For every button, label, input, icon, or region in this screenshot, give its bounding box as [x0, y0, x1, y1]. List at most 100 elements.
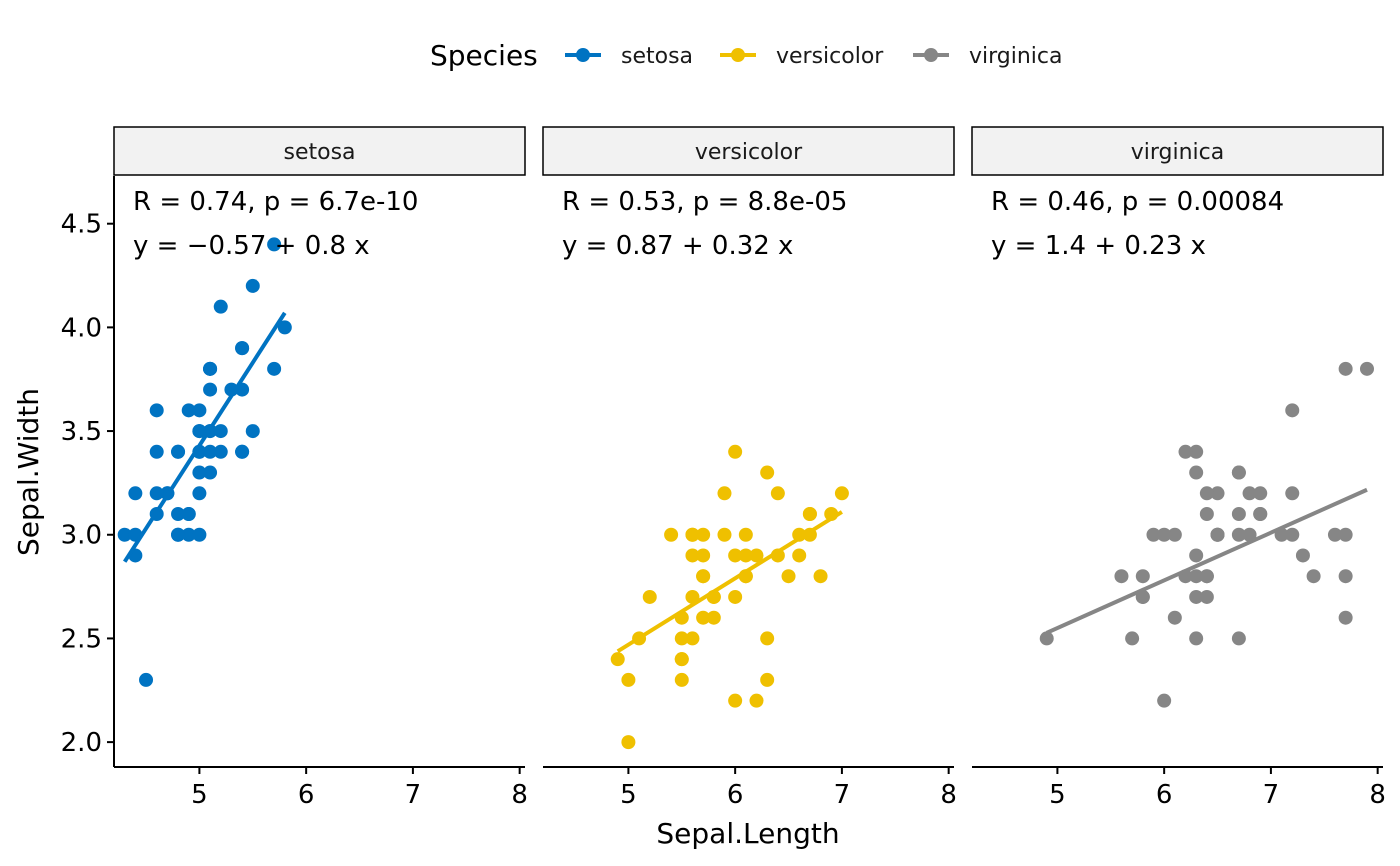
legend-entry-setosa: setosa [565, 44, 693, 69]
data-point-virginica [1359, 361, 1374, 376]
data-point-virginica [1231, 527, 1246, 542]
data-point-virginica [1338, 569, 1353, 584]
data-point-virginica [1178, 444, 1193, 459]
data-point-versicolor [621, 672, 636, 687]
data-point-virginica [1135, 569, 1150, 584]
data-point-versicolor [770, 486, 785, 501]
data-point-virginica [1253, 486, 1268, 501]
x-tick-label: 8 [511, 780, 528, 810]
data-point-setosa [192, 403, 207, 418]
legend-entry-versicolor: versicolor [720, 44, 884, 69]
data-point-setosa [203, 361, 218, 376]
x-tick-label: 7 [1263, 780, 1280, 810]
data-point-virginica [1327, 527, 1342, 542]
data-point-virginica [1167, 527, 1182, 542]
data-point-virginica [1199, 569, 1214, 584]
data-point-versicolor [728, 693, 743, 708]
data-point-versicolor [696, 527, 711, 542]
data-point-versicolor [738, 527, 753, 542]
legend-label-versicolor: versicolor [776, 44, 884, 69]
data-point-setosa [203, 465, 218, 480]
data-point-versicolor [738, 548, 753, 563]
correlation-annotation-virginica: R = 0.46, p = 0.00084 [991, 187, 1284, 217]
data-point-virginica [1338, 610, 1353, 625]
x-tick-label: 8 [1369, 780, 1386, 810]
data-point-setosa [192, 465, 207, 480]
panel-setosa: setosa 5 6 7 8 2.0 2.5 3.0 3.5 4.0 4.5 R = 0.74, p … [61, 126, 528, 810]
data-point-setosa [245, 424, 260, 439]
data-point-setosa [192, 486, 207, 501]
panel-virginica: virginica 5 6 7 8 R = 0.46, p = 0.00084 y = 1.… [971, 126, 1386, 810]
data-point-setosa [171, 444, 186, 459]
data-point-setosa [181, 403, 196, 418]
data-point-versicolor [792, 548, 807, 563]
data-point-versicolor [674, 631, 689, 646]
data-point-versicolor [696, 569, 711, 584]
data-point-setosa [203, 382, 218, 397]
data-point-virginica [1039, 631, 1054, 646]
data-point-virginica [1306, 569, 1321, 584]
legend-label-virginica: virginica [969, 44, 1063, 69]
data-point-versicolor [621, 735, 636, 750]
legend-title: Species [430, 39, 538, 72]
legend-key-point-versicolor [731, 48, 745, 62]
data-point-versicolor [717, 527, 732, 542]
x-tick-label: 8 [940, 780, 957, 810]
data-point-versicolor [760, 631, 775, 646]
x-tick-label: 7 [405, 780, 422, 810]
x-tick-label: 6 [298, 780, 315, 810]
facet-panels: setosa 5 6 7 8 2.0 2.5 3.0 3.5 4.0 4.5 R = 0.74, p … [61, 126, 1386, 810]
facet-strip-label-virginica: virginica [1131, 140, 1225, 165]
data-point-setosa [181, 527, 196, 542]
y-tick-label: 3.5 [61, 417, 102, 447]
legend-entry-virginica: virginica [913, 44, 1063, 69]
data-point-virginica [1167, 610, 1182, 625]
data-point-setosa [213, 299, 228, 314]
data-point-virginica [1285, 486, 1300, 501]
x-axis-title: Sepal.Length [656, 817, 839, 850]
legend: Species setosa versicolor virginica [430, 39, 1063, 72]
data-point-versicolor [664, 527, 679, 542]
x-tick-label: 5 [191, 780, 208, 810]
data-point-setosa [171, 507, 186, 522]
data-point-versicolor [674, 652, 689, 667]
data-point-virginica [1285, 403, 1300, 418]
correlation-annotation-setosa: R = 0.74, p = 6.7e-10 [133, 187, 418, 217]
data-point-virginica [1157, 527, 1172, 542]
data-point-versicolor [685, 548, 700, 563]
panel-versicolor: versicolor 5 6 7 8 R = 0.53, p = 8.8e-05 y = 0… [542, 126, 957, 810]
data-point-virginica [1189, 569, 1204, 584]
data-point-virginica [1189, 548, 1204, 563]
data-point-virginica [1146, 527, 1161, 542]
facet-strip-versicolor [542, 126, 955, 176]
data-point-virginica [1189, 465, 1204, 480]
data-point-virginica [1199, 507, 1214, 522]
facet-strip-setosa [113, 126, 526, 176]
regression-line-versicolor [616, 510, 843, 653]
equation-annotation-versicolor: y = 0.87 + 0.32 x [562, 231, 793, 261]
y-tick-label: 2.0 [61, 728, 102, 758]
y-tick-label: 3.0 [61, 521, 102, 551]
data-point-setosa [139, 672, 154, 687]
data-point-versicolor [781, 569, 796, 584]
data-point-setosa [192, 424, 207, 439]
data-point-virginica [1125, 631, 1140, 646]
data-point-versicolor [728, 548, 743, 563]
data-point-setosa [245, 278, 260, 293]
y-tick-label: 4.0 [61, 313, 102, 343]
regression-line-virginica [1045, 487, 1368, 635]
data-point-versicolor [696, 610, 711, 625]
facet-strip-label-versicolor: versicolor [695, 140, 803, 165]
y-tick-label: 2.5 [61, 624, 102, 654]
data-point-virginica [1242, 527, 1257, 542]
data-point-virginica [1210, 486, 1225, 501]
data-point-setosa [128, 486, 143, 501]
legend-key-point-virginica [924, 48, 938, 62]
data-point-setosa [171, 527, 186, 542]
data-point-versicolor [834, 486, 849, 501]
x-tick-label: 7 [834, 780, 851, 810]
regression-line-setosa [122, 311, 287, 563]
data-point-virginica [1189, 589, 1204, 604]
data-point-versicolor [717, 486, 732, 501]
